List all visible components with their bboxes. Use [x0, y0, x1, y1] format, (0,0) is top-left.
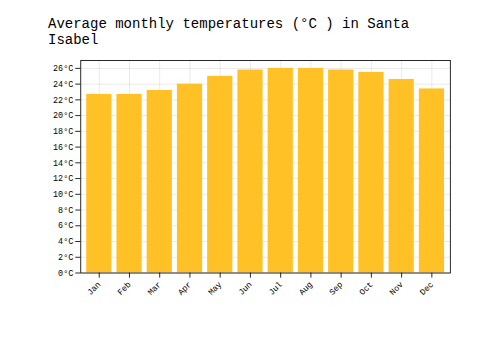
svg-text:20°C: 20°C [53, 111, 73, 121]
svg-text:Sep: Sep [327, 280, 345, 298]
svg-text:Jun: Jun [237, 280, 255, 298]
svg-text:12°C: 12°C [53, 174, 73, 184]
svg-text:Jul: Jul [267, 280, 285, 298]
svg-text:Aug: Aug [297, 280, 315, 298]
svg-text:6°C: 6°C [58, 221, 73, 231]
svg-text:18°C: 18°C [53, 127, 73, 137]
svg-text:May: May [206, 280, 224, 298]
svg-text:16°C: 16°C [53, 143, 73, 153]
svg-text:26°C: 26°C [53, 64, 73, 74]
svg-text:22°C: 22°C [53, 96, 73, 106]
svg-text:8°C: 8°C [58, 206, 73, 216]
svg-text:24°C: 24°C [53, 80, 73, 90]
svg-text:14°C: 14°C [53, 159, 73, 169]
svg-text:Mar: Mar [146, 280, 164, 298]
svg-text:2°C: 2°C [58, 253, 73, 263]
svg-text:Dec: Dec [418, 280, 436, 298]
svg-text:Nov: Nov [388, 280, 406, 298]
svg-text:0°C: 0°C [58, 269, 73, 279]
svg-text:4°C: 4°C [58, 237, 73, 247]
svg-text:Apr: Apr [176, 280, 194, 298]
svg-text:Jan: Jan [86, 280, 104, 298]
svg-text:Oct: Oct [358, 280, 376, 298]
svg-text:Feb: Feb [116, 280, 134, 298]
svg-text:10°C: 10°C [53, 190, 73, 200]
html-text:Average monthly temperatures (: Average monthly temperatures (°C ) in Sa… [48, 16, 410, 48]
